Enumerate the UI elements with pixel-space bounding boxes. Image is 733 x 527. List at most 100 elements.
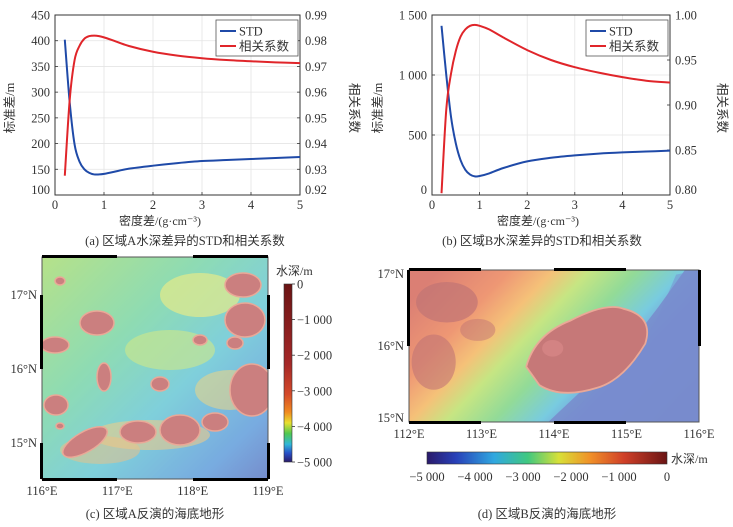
chart-a-ytick-right-label: 0.98 xyxy=(305,34,327,48)
map-c-colorbar-tick-label: 0 xyxy=(297,278,303,292)
chart-b-ylabel-left: 标准差/m xyxy=(371,82,385,133)
chart-b-legend-box xyxy=(585,19,669,57)
map-c-colorbar-tick-label: −3 000 xyxy=(297,384,332,398)
chart-a-ytick-right-label: 0.94 xyxy=(305,137,328,151)
map-c-colorbar-title: 水深/m xyxy=(276,264,313,278)
map-c-y-ticks: 15°N 16°N 17°N xyxy=(10,288,37,450)
chart-a-series-std xyxy=(63,39,301,176)
map-c-y-tick-label: 15°N xyxy=(10,436,37,450)
chart-a-ylabel-left: 标准差/m xyxy=(3,82,17,133)
chart-b-series-corr xyxy=(440,23,671,194)
map-c: 116°E 117°E 118°E 119°E 15°N 16°N 17°N 水深/m 0… xyxy=(10,255,332,521)
map-d-colorbar-title: 水深/m xyxy=(671,452,708,466)
chart-b-plot: 0 1 2 3 4 5 0 500 1 000 1 500 0.80 0.85 0.90 0.95 1.00… xyxy=(399,9,697,213)
chart-b-ytick-left-label: 1 500 xyxy=(399,9,427,23)
map-d-caption: (d) 区域B反演的海底地形 xyxy=(478,506,617,521)
map-c-colorbar xyxy=(283,283,293,463)
chart-a-ytick-right-label: 0.95 xyxy=(305,111,327,125)
chart-b-xtick-label: 4 xyxy=(619,198,626,212)
map-d-colorbar-tick-label: −1 000 xyxy=(601,470,636,484)
chart-a-legend-label: 相关系数 xyxy=(239,39,290,54)
chart-a-ytick-left-label: 250 xyxy=(31,111,50,125)
map-c-y-tick-label: 17°N xyxy=(10,288,37,302)
chart-b-ytick-left-label: 500 xyxy=(408,129,427,143)
chart-a-xtick-label: 2 xyxy=(150,198,156,212)
map-c-x-tick-label: 116°E xyxy=(27,484,58,498)
chart-a-ytick-left-label: 100 xyxy=(31,183,50,197)
map-d-y-tick-label: 16°N xyxy=(377,339,404,353)
chart-a-ytick-right-label: 0.97 xyxy=(305,60,327,74)
chart-a-axes-box xyxy=(54,14,301,196)
chart-b-xtick-label: 2 xyxy=(524,198,530,212)
map-d-x-tick-label: 112°E xyxy=(394,427,425,441)
chart-b-legend-label: STD xyxy=(609,25,633,39)
map-d-y-tick-label: 17°N xyxy=(377,267,404,281)
chart-a-ytick-left-label: 350 xyxy=(31,60,50,74)
chart-b-ytick-right-label: 0.90 xyxy=(675,99,697,113)
chart-a-ytick-left-label: 300 xyxy=(31,86,50,100)
map-d-colorbar-tick-label: −3 000 xyxy=(505,470,540,484)
map-c-colorbar-tick-label: −5 000 xyxy=(297,456,332,470)
map-c-colorbar-tick-label: −4 000 xyxy=(297,420,332,434)
map-d: 112°E 113°E 114°E 115°E 116°E 15°N 16°N 17°N 水… xyxy=(377,267,715,521)
chart-a-ytick-left-label: 450 xyxy=(31,9,50,23)
chart-a-xtick-label: 0 xyxy=(52,198,58,212)
map-d-y-tick-label: 15°N xyxy=(377,411,404,425)
chart-a-series-corr xyxy=(63,34,301,176)
map-d-colorbar-ticks: −5 000 −4 000 −3 000 −2 000 −1 000 0 xyxy=(409,470,670,484)
chart-a-ytick-left-label: 200 xyxy=(31,137,50,151)
chart-b-xtick-label: 3 xyxy=(572,198,578,212)
chart-a-ytick-left-label: 150 xyxy=(31,163,50,177)
map-d-colorbar-tick-label: −4 000 xyxy=(457,470,492,484)
chart-a-ytick-left-label: 400 xyxy=(31,34,50,48)
chart-b-xlabel: 密度差/(g·cm⁻³) xyxy=(497,213,579,228)
map-d-x-tick-label: 113°E xyxy=(466,427,497,441)
chart-b-caption: (b) 区域B水深差异的STD和相关系数 xyxy=(442,233,642,248)
map-c-frame-ticks xyxy=(40,255,270,481)
chart-a-xtick-label: 3 xyxy=(199,198,205,212)
map-d-colorbar-tick-label: −2 000 xyxy=(553,470,588,484)
chart-b-xtick-label: 1 xyxy=(476,198,482,212)
chart-b-xtick-label: 5 xyxy=(667,198,673,212)
chart-b-ytick-left-label: 0 xyxy=(421,183,427,197)
chart-a-legend-label: STD xyxy=(239,25,263,39)
chart-b-xtick-label: 0 xyxy=(429,198,435,212)
map-c-y-tick-label: 16°N xyxy=(10,362,37,376)
map-d-colorbar-tick-label: −5 000 xyxy=(409,470,444,484)
map-d-x-tick-label: 114°E xyxy=(539,427,570,441)
map-c-x-ticks: 116°E 117°E 118°E 119°E xyxy=(27,484,284,498)
map-c-colorbar-tick-label: −2 000 xyxy=(297,349,332,363)
chart-a-xtick-label: 1 xyxy=(101,198,107,212)
chart-a-plot: 0 1 2 3 4 5 100 150 200 250 300 350 400 450 0.92 0.93 0.… xyxy=(31,9,327,213)
chart-a-xlabel: 密度差/(g·cm⁻³) xyxy=(119,213,201,228)
chart-b-axes-box xyxy=(431,14,671,196)
chart-b-ytick-right-label: 1.00 xyxy=(675,9,697,23)
chart-a-ytick-right-label: 0.92 xyxy=(305,183,327,197)
chart-b-ylabel-right: 相关系数 xyxy=(715,83,730,134)
chart-b-ytick-left-label: 1 000 xyxy=(399,69,427,83)
chart-b: 0 1 2 3 4 5 0 500 1 000 1 500 0.80 0.85 0.90 0.95 1.00… xyxy=(371,9,730,249)
map-c-x-tick-label: 118°E xyxy=(177,484,208,498)
chart-a-legend-box xyxy=(215,19,299,57)
map-d-y-ticks: 15°N 16°N 17°N xyxy=(377,267,404,425)
chart-a-ytick-right-label: 0.96 xyxy=(305,86,327,100)
map-c-x-tick-label: 119°E xyxy=(253,484,284,498)
chart-a-caption: (a) 区域A水深差异的STD和相关系数 xyxy=(85,233,285,248)
map-c-colorbar-ticks: 0 −1 000 −2 000 −3 000 −4 000 −5 000 xyxy=(292,278,332,470)
map-c-caption: (c) 区域A反演的海底地形 xyxy=(86,506,225,521)
map-d-colorbar-tick-label: 0 xyxy=(664,470,670,484)
map-c-x-tick-label: 117°E xyxy=(102,484,133,498)
chart-a-ytick-right-label: 0.99 xyxy=(305,9,327,23)
map-c-terrain xyxy=(42,257,268,479)
chart-a-xtick-label: 4 xyxy=(248,198,255,212)
chart-b-legend-label: 相关系数 xyxy=(609,39,660,54)
map-d-frame-ticks xyxy=(407,268,701,424)
map-d-x-tick-label: 116°E xyxy=(684,427,715,441)
chart-a-ylabel-right: 相关系数 xyxy=(347,83,362,134)
chart-b-ytick-right-label: 0.80 xyxy=(675,183,697,197)
chart-a-xtick-label: 5 xyxy=(297,198,303,212)
map-d-colorbar xyxy=(426,451,668,465)
map-c-colorbar-tick-label: −1 000 xyxy=(297,313,332,327)
map-d-x-ticks: 112°E 113°E 114°E 115°E 116°E xyxy=(394,427,715,441)
